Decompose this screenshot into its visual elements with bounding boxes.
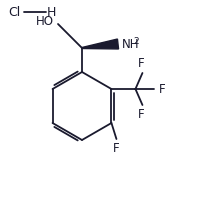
Text: F: F: [138, 108, 145, 121]
Polygon shape: [82, 39, 119, 49]
Text: F: F: [158, 82, 165, 95]
Text: 2: 2: [134, 37, 139, 46]
Text: HO: HO: [36, 15, 54, 28]
Text: Cl: Cl: [8, 6, 20, 19]
Text: H: H: [47, 6, 56, 19]
Text: F: F: [138, 57, 145, 70]
Text: F: F: [113, 142, 120, 155]
Text: NH: NH: [122, 37, 139, 50]
